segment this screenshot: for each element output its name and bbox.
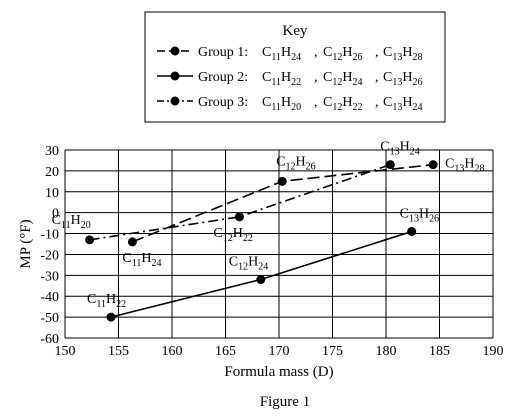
legend-label-group-2: Group 2: [198, 70, 248, 85]
legend-formula: C11H20 [262, 95, 301, 113]
y-tick-label: 10 [45, 186, 59, 201]
legend-title: Key [283, 23, 308, 39]
legend-separator: , [375, 95, 379, 110]
x-tick-label: 190 [483, 344, 504, 359]
y-tick-label: -50 [40, 311, 59, 326]
legend: Key Group 1: C11H24, C12H26, C13H28 Group 2:… [144, 11, 446, 123]
x-tick-label: 160 [162, 344, 183, 359]
series-line-group-1 [132, 163, 434, 243]
legend-marker-group-3 [170, 96, 180, 106]
point-label: C12H22 [213, 226, 252, 244]
data-point-group-3 [234, 212, 244, 222]
x-tick-label: 170 [269, 344, 290, 359]
data-point-group-1 [277, 176, 287, 186]
legend-separator: , [314, 45, 318, 60]
legend-marker-group-2 [170, 71, 180, 81]
legend-formula: C12H22 [323, 95, 362, 113]
legend-label-group-1: Group 1: [198, 45, 248, 60]
legend-formula: C13H24 [383, 95, 422, 113]
legend-separator: , [375, 45, 379, 60]
y-tick-label: -40 [40, 290, 59, 305]
legend-marker-group-1 [170, 46, 180, 56]
point-label: C11H22 [87, 292, 126, 310]
y-tick-label: -60 [40, 332, 59, 347]
legend-separator: , [375, 70, 379, 85]
figure-caption: Figure 1 [260, 394, 310, 410]
point-label: C12H26 [276, 154, 315, 172]
x-tick-label: 165 [215, 344, 236, 359]
data-point-group-2 [256, 275, 266, 285]
y-tick-label: 0 [52, 207, 59, 222]
legend-formula: C12H24 [323, 70, 362, 88]
legend-formula: C12H26 [323, 45, 362, 63]
legend-box [144, 11, 446, 123]
x-tick-label: 155 [108, 344, 129, 359]
data-point-group-1 [127, 237, 137, 247]
data-point-group-3 [385, 160, 395, 170]
x-tick-label: 150 [55, 344, 76, 359]
point-label: C11H24 [122, 251, 161, 269]
point-label: C13H28 [445, 157, 484, 175]
data-point-group-1 [428, 160, 438, 170]
x-axis-title: Formula mass (D) [224, 364, 333, 380]
point-label: C13H24 [380, 140, 419, 158]
legend-formula: C11H24 [262, 45, 301, 63]
y-tick-label: 20 [45, 165, 59, 180]
x-tick-label: 185 [429, 344, 450, 359]
legend-label-group-3: Group 3: [198, 95, 248, 110]
point-label: C13H26 [400, 206, 439, 224]
point-label: C12H24 [229, 255, 268, 273]
legend-separator: , [314, 70, 318, 85]
data-point-group-3 [85, 235, 95, 245]
x-tick-label: 175 [322, 344, 343, 359]
y-tick-label: -30 [40, 269, 59, 284]
legend-separator: , [314, 95, 318, 110]
legend-formula: C11H22 [262, 70, 301, 88]
data-point-group-2 [407, 226, 417, 236]
point-label: C11H20 [52, 213, 91, 231]
legend-formula: C13H26 [383, 70, 422, 88]
y-tick-label: -10 [40, 228, 59, 243]
y-tick-label: -20 [40, 248, 59, 263]
series-line-group-2 [110, 230, 412, 318]
data-point-group-2 [106, 312, 116, 322]
x-tick-label: 180 [376, 344, 397, 359]
y-tick-label: 30 [45, 144, 59, 159]
legend-formula: C13H28 [383, 45, 422, 63]
y-axis-title: MP (°F) [18, 219, 34, 268]
